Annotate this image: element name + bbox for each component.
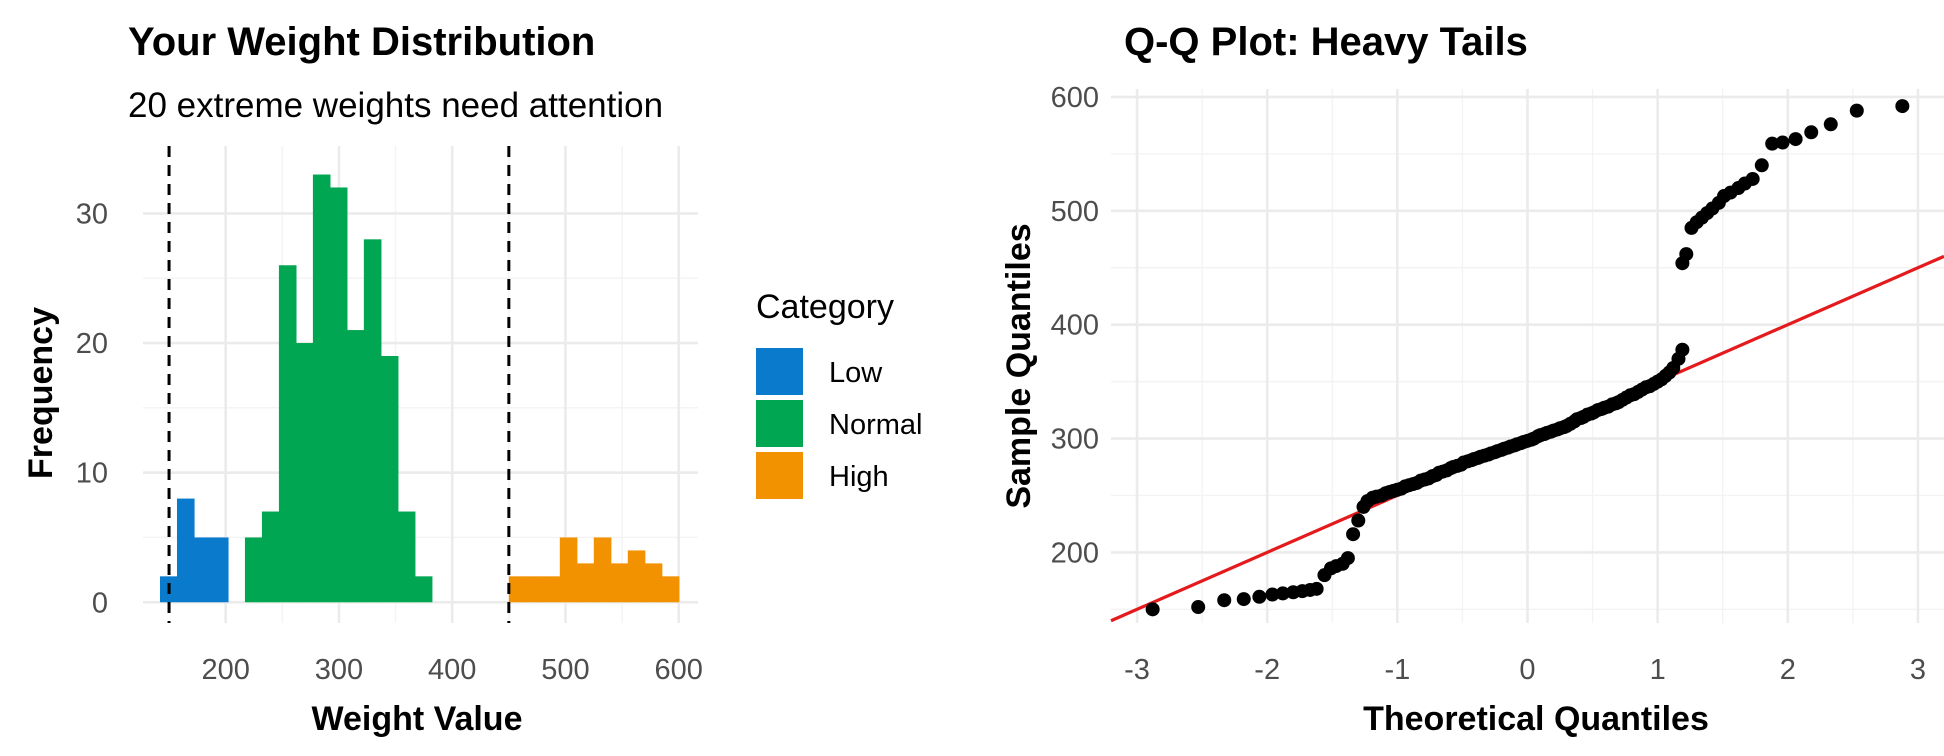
qq-point: [1788, 132, 1803, 147]
qq-y-axis-title: Sample Quantiles: [1000, 223, 1038, 508]
legend-swatch-high: [756, 452, 803, 499]
legend-label-low: Low: [829, 357, 883, 389]
qq-point: [1895, 99, 1910, 114]
histogram-bar-high: [542, 576, 561, 603]
histogram-bar-high: [508, 576, 527, 603]
histogram-y-tick-label: 10: [76, 458, 108, 490]
qq-point: [1849, 103, 1864, 118]
histogram-bar-normal: [346, 330, 365, 603]
qq-x-tick-label: -2: [1254, 654, 1280, 686]
histogram-subtitle: 20 extreme weights need attention: [128, 86, 663, 125]
histogram-bar-high: [525, 576, 544, 603]
histogram-x-tick-label: 400: [428, 654, 476, 686]
qq-x-tick-label: -3: [1124, 654, 1150, 686]
histogram-bar-normal: [363, 239, 382, 603]
qq-point: [1351, 513, 1366, 528]
qq-point: [1823, 117, 1838, 132]
legend-title: Category: [756, 288, 894, 326]
qq-x-tick-label: 3: [1910, 654, 1926, 686]
qq-point: [1309, 581, 1324, 596]
qq-point: [1754, 158, 1769, 173]
qq-point: [1275, 586, 1290, 601]
qq-x-tick-label: 1: [1650, 654, 1666, 686]
qq-y-tick-label: 200: [1051, 537, 1099, 569]
qq-x-tick-label: 2: [1780, 654, 1796, 686]
qq-point: [1346, 527, 1361, 542]
qq-gridlines: [1111, 89, 1944, 623]
qq-point: [1775, 135, 1790, 150]
qq-point: [1191, 600, 1206, 615]
qq-y-tick-labels: 200 300 400 500 600: [1051, 82, 1099, 569]
histogram-bar-normal: [397, 511, 416, 603]
histogram-bar-high: [576, 563, 595, 603]
qq-point: [1265, 587, 1280, 602]
legend-label-high: High: [829, 461, 889, 493]
histogram-bars: [159, 174, 680, 603]
histogram-bar-normal: [295, 343, 314, 603]
histogram-bar-low: [210, 537, 229, 603]
qq-x-tick-label: 0: [1519, 654, 1535, 686]
histogram-x-tick-label: 600: [655, 654, 703, 686]
qq-x-axis-title: Theoretical Quantiles: [1363, 700, 1709, 738]
threshold-lines: [167, 146, 511, 623]
qq-y-tick-label: 400: [1051, 310, 1099, 342]
histogram-x-tick-label: 300: [315, 654, 363, 686]
qq-x-tick-label: -1: [1384, 654, 1410, 686]
histogram-x-tick-labels: 200 300 400 500 600: [201, 654, 702, 686]
histogram-x-tick-label: 500: [541, 654, 589, 686]
histogram-bar-high: [610, 563, 629, 603]
histogram-bar-high: [644, 563, 663, 603]
qq-point: [1745, 171, 1760, 186]
legend: Category Low Normal High: [756, 288, 922, 499]
histogram-y-tick-label: 20: [76, 328, 108, 360]
qq-point: [1340, 551, 1355, 566]
histogram-bar-normal: [312, 174, 331, 603]
histogram-title: Your Weight Distribution: [128, 20, 595, 64]
qq-point: [1679, 247, 1694, 262]
qq-y-tick-label: 600: [1051, 82, 1099, 114]
qq-point: [1804, 125, 1819, 140]
qq-point: [1765, 136, 1780, 151]
legend-swatch-low: [756, 348, 803, 395]
legend-label-normal: Normal: [829, 409, 922, 441]
histogram-x-axis-title: Weight Value: [312, 700, 523, 738]
histogram-bar-low: [176, 498, 195, 603]
histogram-y-tick-label: 0: [92, 587, 108, 619]
qq-point: [1236, 592, 1251, 607]
histogram-bar-high: [627, 550, 646, 603]
histogram-bar-normal: [244, 537, 263, 603]
qq-plot-chart: Q-Q Plot: Heavy Tails -3 -2 -1 0 1 2 3 200 300 4…: [1000, 20, 1944, 738]
histogram-chart: Your Weight Distribution 20 extreme weig…: [22, 20, 922, 738]
qq-points: [1145, 99, 1910, 617]
histogram-bar-high: [559, 537, 578, 603]
histogram-bar-normal: [414, 576, 433, 603]
qq-y-tick-label: 300: [1051, 424, 1099, 456]
qq-point: [1252, 589, 1267, 604]
qq-plot-title: Q-Q Plot: Heavy Tails: [1124, 20, 1528, 64]
histogram-y-tick-labels: 0 10 20 30: [76, 198, 108, 619]
histogram-bar-high: [661, 576, 680, 603]
histogram-bar-normal: [329, 187, 348, 603]
qq-y-tick-label: 500: [1051, 196, 1099, 228]
histogram-y-axis-title: Frequency: [22, 307, 60, 479]
qq-point: [1145, 602, 1160, 617]
histogram-bar-normal: [278, 265, 297, 603]
histogram-bar-low: [193, 537, 212, 603]
histogram-bar-normal: [380, 355, 399, 603]
histogram-y-tick-label: 30: [76, 198, 108, 230]
histogram-x-tick-label: 200: [201, 654, 249, 686]
histogram-bar-high: [593, 537, 612, 603]
histogram-bar-normal: [261, 511, 280, 603]
qq-x-tick-labels: -3 -2 -1 0 1 2 3: [1124, 654, 1926, 686]
qq-point: [1675, 342, 1690, 357]
qq-point: [1217, 593, 1232, 608]
legend-swatch-normal: [756, 400, 803, 447]
